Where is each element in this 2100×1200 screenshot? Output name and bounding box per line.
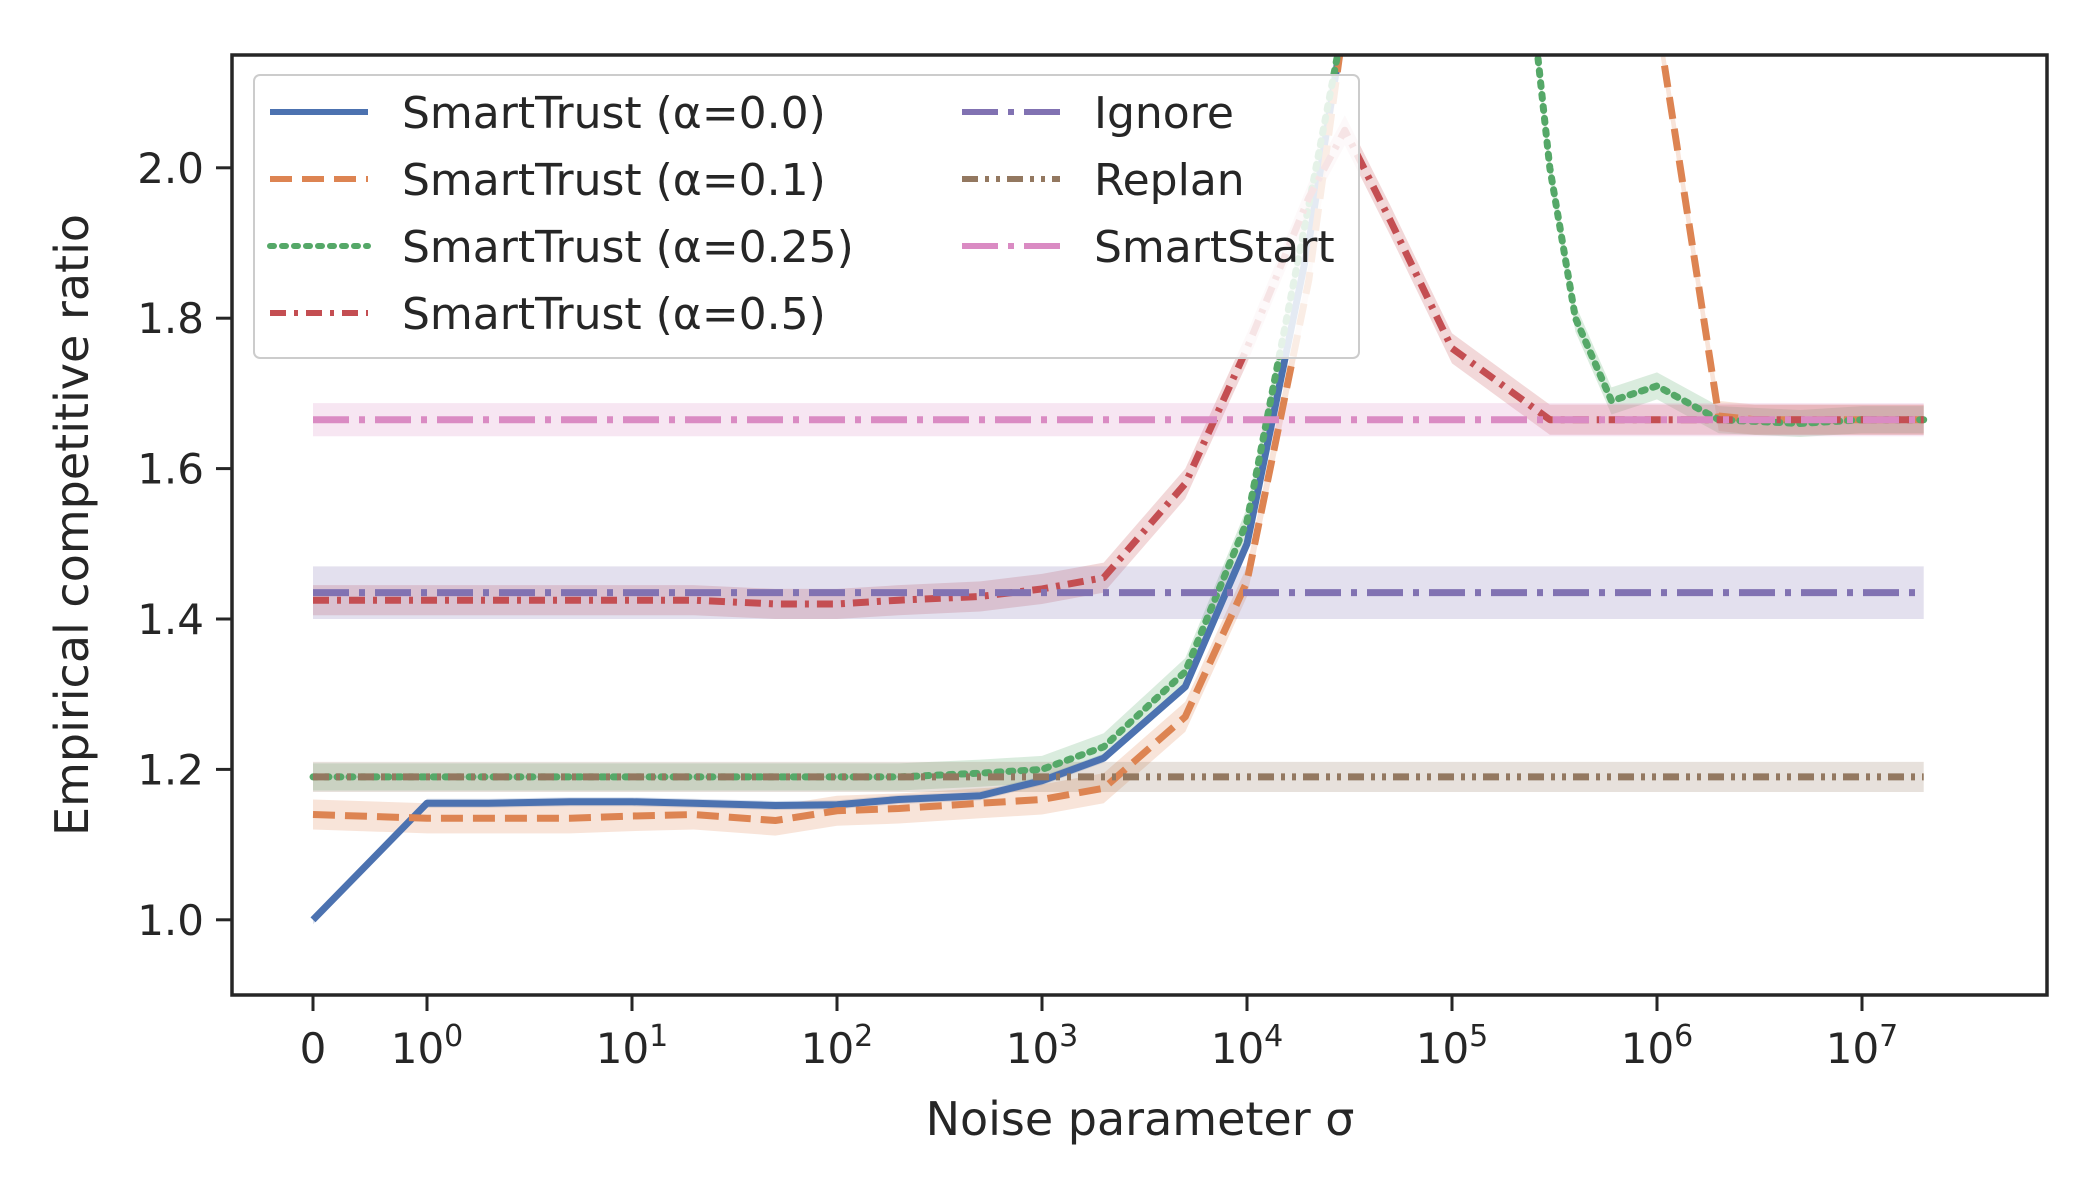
x-axis: 0 100 101 102 103 104 105 106 107: [300, 995, 1899, 1073]
x-tick-label: 0: [300, 1024, 327, 1073]
series-lines: [309, 55, 1928, 923]
y-tick-label: 2.0: [137, 144, 204, 193]
x-tick-label: 107: [1826, 1019, 1899, 1073]
band-smartstart: [313, 403, 1924, 437]
x-tick-label: 105: [1416, 1019, 1489, 1073]
legend-label: SmartStart: [1094, 222, 1335, 273]
x-axis-label: Noise parameter σ: [926, 1092, 1355, 1146]
x-tick-label: 102: [801, 1019, 874, 1073]
series-smarttrust-0-5: [313, 126, 1924, 608]
legend-label: SmartTrust (α=0.25): [402, 222, 854, 273]
legend-label: SmartTrust (α=0.5): [402, 289, 826, 340]
y-tick-label: 1.2: [137, 745, 204, 794]
y-axis-label: Empirical competitive ratio: [45, 214, 99, 836]
x-tick-label: 104: [1211, 1019, 1284, 1073]
y-tick-label: 1.0: [137, 896, 204, 945]
y-tick-label: 1.8: [137, 294, 204, 343]
y-axis: 1.0 1.2 1.4 1.6 1.8 2.0: [137, 144, 232, 945]
y-tick-label: 1.4: [137, 595, 204, 644]
y-tick-label: 1.6: [137, 445, 204, 494]
legend-label: Replan: [1094, 155, 1245, 206]
series-smarttrust-0-0: [310, 55, 1343, 923]
band-ignore: [313, 566, 1924, 619]
legend-label: Ignore: [1094, 88, 1234, 139]
series-smarttrust-0-1: [312, 55, 1924, 825]
x-tick-label: 100: [391, 1019, 464, 1073]
x-tick-label: 106: [1621, 1019, 1694, 1073]
confidence-bands: [313, 55, 1924, 925]
x-tick-label: 101: [596, 1019, 669, 1073]
plot-frame: [230, 53, 2049, 997]
x-tick-label: 103: [1006, 1019, 1079, 1073]
legend-label: SmartTrust (α=0.0): [402, 88, 826, 139]
legend: SmartTrust (α=0.0) SmartTrust (α=0.1) Smar…: [253, 74, 1360, 359]
legend-box: [253, 74, 1360, 359]
legend-label: SmartTrust (α=0.1): [402, 155, 826, 206]
